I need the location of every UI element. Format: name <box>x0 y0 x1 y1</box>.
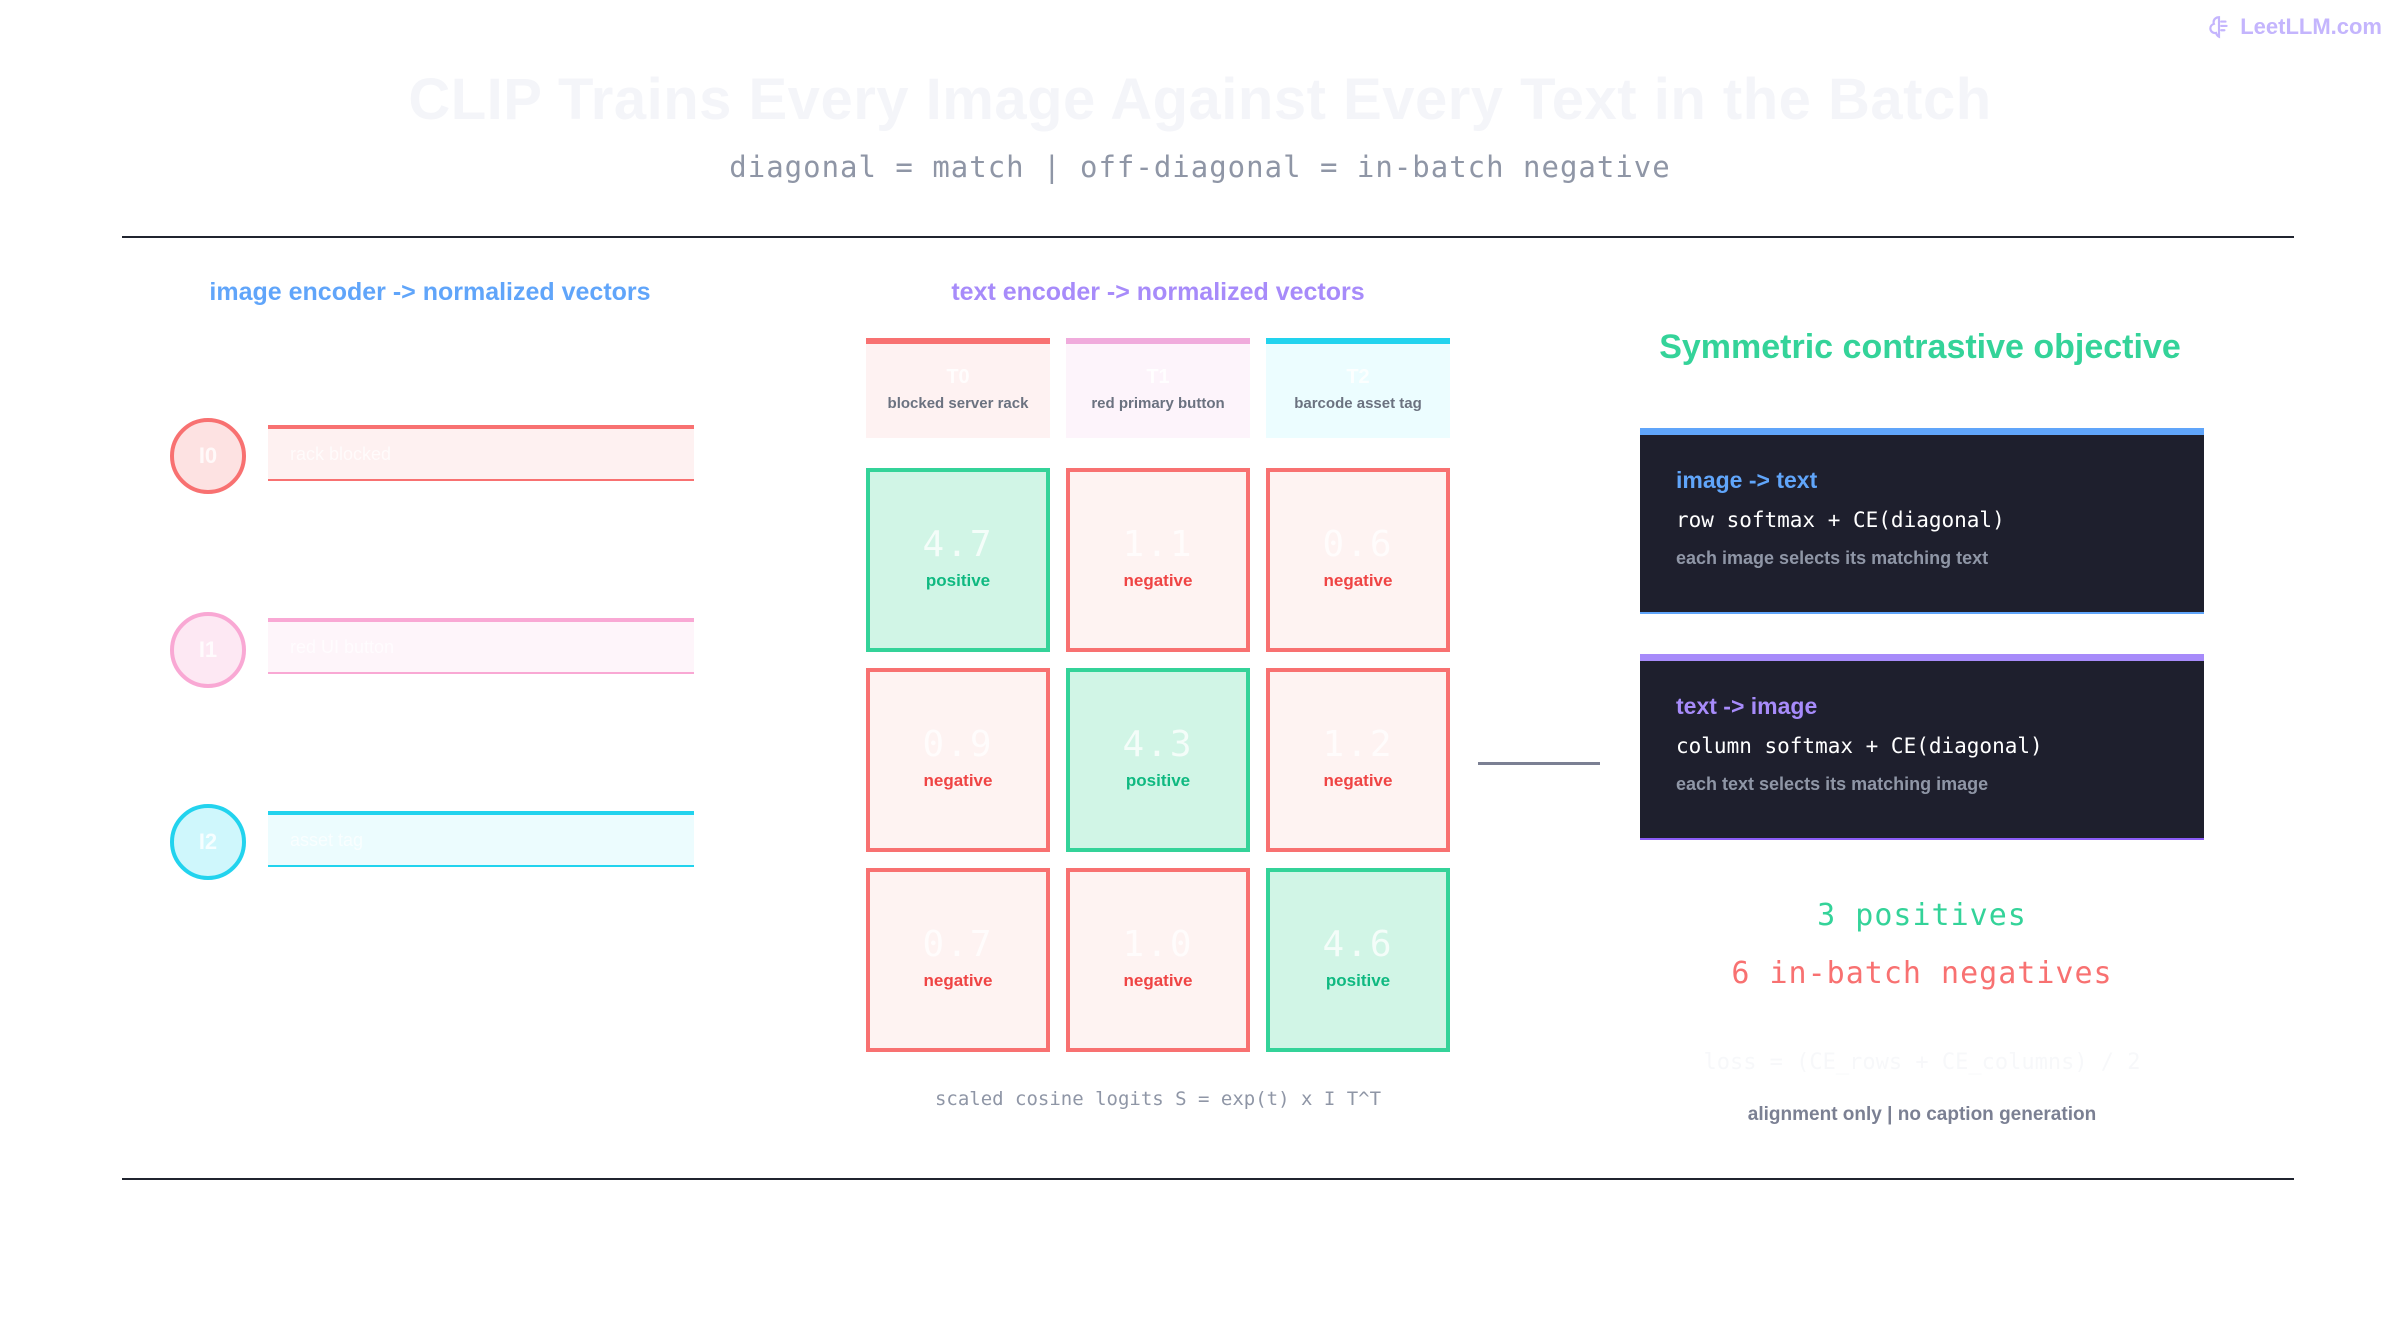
image-id: I1 <box>198 637 218 662</box>
text-caption: blocked server rack <box>887 395 1029 412</box>
matrix-cell: 0.9 negative <box>866 668 1050 852</box>
page-subtitle: diagonal = match | off-diagonal = in-bat… <box>729 150 1671 184</box>
page-title: CLIP Trains Every Image Against Every Te… <box>408 67 1992 132</box>
image-vector-bar: red UI button <box>268 618 694 674</box>
negatives-count: 6 in-batch negatives <box>1731 956 2113 991</box>
text-caption: barcode asset tag <box>1294 395 1422 412</box>
card-title: image -> text <box>1676 467 1818 493</box>
image-node: I1 <box>170 612 246 688</box>
logit-value: 4.7 <box>922 524 994 565</box>
brain-logo-icon <box>2209 16 2228 39</box>
logit-value: 1.1 <box>1122 524 1194 565</box>
image-encoder-heading: image encoder -> normalized vectors <box>209 278 651 306</box>
image-vector-bar: rack blocked <box>268 425 694 481</box>
logit-value: 0.7 <box>922 924 994 965</box>
matrix-cell: 1.0 negative <box>1066 868 1250 1052</box>
cell-label: negative <box>923 771 993 790</box>
logit-value: 1.0 <box>1122 924 1194 965</box>
top-divider <box>122 236 2294 238</box>
matrix-cell: 0.7 negative <box>866 868 1050 1052</box>
card-formula: row softmax + CE(diagonal) <box>1676 508 2005 532</box>
card-description: each image selects its matching text <box>1676 548 1989 568</box>
brand-link[interactable]: LeetLLM.com <box>2206 14 2382 40</box>
card-title: text -> image <box>1676 693 1818 719</box>
cell-label: negative <box>1323 571 1393 590</box>
loss-card-text-to-image: text -> image column softmax + CE(diagon… <box>1640 654 2204 840</box>
text-id: T1 <box>1146 366 1170 388</box>
text-header: T2 barcode asset tag <box>1266 338 1450 438</box>
logit-value: 4.6 <box>1322 924 1394 965</box>
text-caption: red primary button <box>1091 395 1225 412</box>
matrix-cell: 4.6 positive <box>1266 868 1450 1052</box>
matrix-cell: 4.3 positive <box>1066 668 1250 852</box>
text-id: T2 <box>1346 366 1370 388</box>
brand-name: LeetLLM.com <box>2240 14 2382 39</box>
card-formula: column softmax + CE(diagonal) <box>1676 734 2043 758</box>
logit-value: 0.6 <box>1322 524 1394 565</box>
image-vector-bar: asset tag <box>268 811 694 867</box>
matrix-cell: 4.7 positive <box>866 468 1050 652</box>
loss-card-image-to-text: image -> text row softmax + CE(diagonal)… <box>1640 428 2204 614</box>
matrix-cell: 0.6 negative <box>1266 468 1450 652</box>
text-header: T0 blocked server rack <box>866 338 1050 438</box>
matrix-caption: scaled cosine logits S = exp(t) x I T^T <box>934 1088 1382 1110</box>
image-id: I0 <box>198 443 218 468</box>
cell-label: negative <box>1123 571 1193 590</box>
image-node: I2 <box>170 804 246 880</box>
matrix-cell: 1.2 negative <box>1266 668 1450 852</box>
text-id: T0 <box>946 366 970 388</box>
text-header: T1 red primary button <box>1066 338 1250 438</box>
logit-value: 1.2 <box>1322 724 1394 765</box>
image-id: I2 <box>198 829 218 854</box>
card-description: each text selects its matching image <box>1676 774 1989 794</box>
cell-label: positive <box>1125 771 1191 790</box>
image-label: asset tag <box>290 829 364 850</box>
positives-count: 3 positives <box>1817 898 2027 933</box>
alignment-note: alignment only | no caption generation <box>1747 1104 2097 1125</box>
image-node: I0 <box>170 418 246 494</box>
cell-label: negative <box>1323 771 1393 790</box>
objective-title: Symmetric contrastive objective <box>1659 328 2181 366</box>
matrix-cell: 1.1 negative <box>1066 468 1250 652</box>
cell-label: negative <box>1123 971 1193 990</box>
cell-label: positive <box>1325 971 1391 990</box>
image-label: red UI button <box>290 636 395 657</box>
loss-formula: loss = (CE_rows + CE_columns) / 2 <box>1703 1050 2141 1075</box>
cell-label: positive <box>925 571 991 590</box>
logit-value: 0.9 <box>922 724 994 765</box>
text-encoder-heading: text encoder -> normalized vectors <box>951 278 1365 306</box>
logit-value: 4.3 <box>1122 724 1194 765</box>
image-label: rack blocked <box>290 443 392 464</box>
cell-label: negative <box>923 971 993 990</box>
bottom-divider <box>122 1178 2294 1180</box>
connector-line <box>1478 762 1600 765</box>
